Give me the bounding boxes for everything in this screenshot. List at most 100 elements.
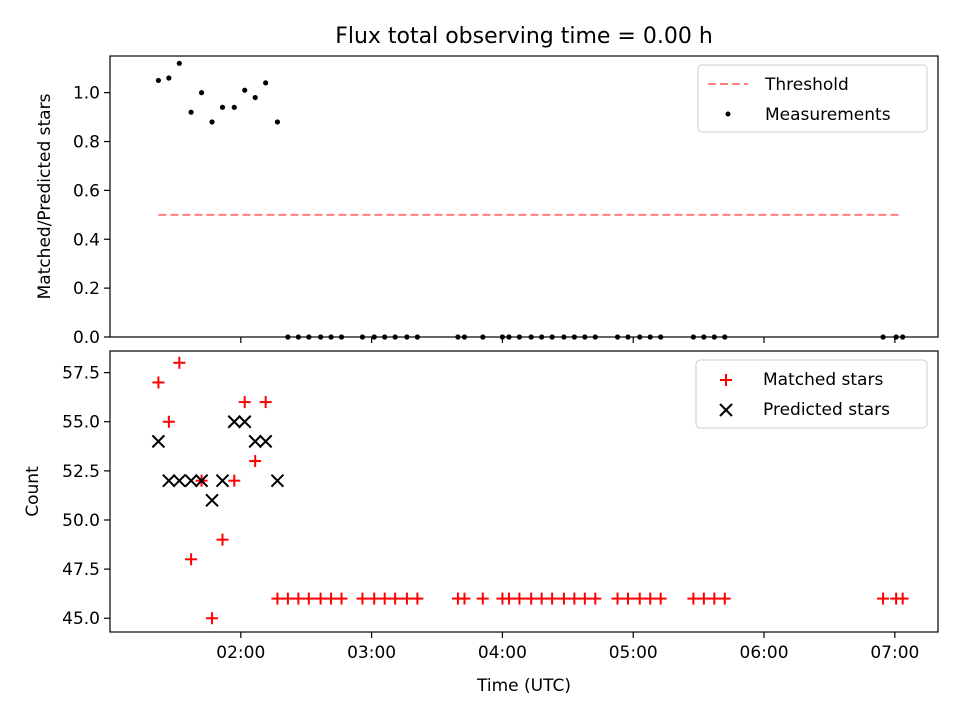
matched-star-point [389,592,402,605]
matched-legend-label: Matched stars [763,370,883,390]
count-y-tick-label: 57.5 [62,364,100,384]
ratio-y-axis: 0.0 0.2 0.4 0.6 0.8 1.0 [73,84,110,348]
ratio-legend-box [697,64,928,133]
count-y-tick-label: 55.0 [62,413,100,433]
predicted-legend-marker [719,403,733,417]
count-y-tick-label: 45.0 [62,609,100,629]
measurements-legend-label: Measurements [765,105,891,125]
matched-star-point [654,592,667,605]
ratio-y-tick-label: 0.2 [73,279,100,299]
matched-star-point [525,592,538,605]
matched-star-point [697,592,710,605]
count-x-axis: 02:00 03:00 04:00 05:00 06:00 07:00 [216,632,919,663]
matched-star-point [185,553,198,566]
matched-star-point [411,592,424,605]
threshold-legend-label: Threshold [764,75,849,95]
ratio-y-tick-label: 1.0 [73,84,100,104]
count-y-tick-label: 50.0 [62,511,100,531]
count-x-tick-label: 06:00 [740,643,789,663]
matched-star-point [877,592,890,605]
measurement-point [198,90,205,96]
count-x-tick-label: 03:00 [347,643,396,663]
measurement-point [209,119,215,125]
matched-star-point [633,592,646,605]
matched-star-point [228,474,241,487]
ratio-y-tick-label: 0.0 [73,328,100,348]
matched-star-point [292,592,305,605]
count-y-axis-label: Count [23,466,43,517]
measurements-legend-marker [725,111,731,117]
matched-star-point [476,592,489,605]
predicted-star-point [162,473,176,488]
matched-star-point [325,592,338,605]
ratio-legend: Threshold Measurements [697,64,928,133]
predicted-star-point [194,473,209,488]
ratio-y-tick-label: 0.4 [73,230,100,250]
predicted-stars-series [151,415,285,508]
matched-star-point [568,592,581,605]
matched-star-point [206,612,219,625]
count-legend-box [695,359,928,429]
count-y-tick-label: 52.5 [62,462,100,482]
predicted-star-point [270,473,285,488]
matched-star-point [546,592,559,605]
matched-star-point [281,592,294,605]
matched-star-point [400,592,413,605]
ratio-y-tick-label: 0.6 [73,181,100,201]
matched-star-point [162,415,175,428]
matched-stars-series [152,356,909,625]
matched-star-point [249,455,262,468]
predicted-star-point [238,415,252,429]
matched-star-point [687,592,700,605]
predicted-star-point [151,434,166,449]
matched-star-point [238,396,251,409]
predicted-star-point [215,473,230,488]
ratio-plot-frame [109,55,939,338]
predicted-star-point [172,473,187,488]
predicted-star-point [248,434,262,449]
matched-star-point [621,592,634,605]
matched-star-point [378,592,391,605]
predicted-star-point [258,434,273,449]
matched-star-point [314,592,327,605]
measurement-point [188,109,194,115]
matched-star-point [302,592,315,605]
matched-star-point [708,592,721,605]
matched-star-point [502,592,515,605]
matched-star-point [335,592,348,605]
matched-star-point [644,592,657,605]
matched-star-point [173,356,186,369]
matched-star-point [589,592,602,605]
count-legend: Matched stars Predicted stars [695,359,928,429]
count-x-tick-label: 04:00 [478,643,527,663]
matched-star-point [458,592,471,605]
count-y-tick-label: 47.5 [62,560,100,580]
count-y-axis: 45.0 47.5 50.0 52.5 55.0 57.5 [62,364,110,629]
ratio-y-axis-label: Matched/Predicted stars [35,93,55,299]
measurement-point [263,80,269,86]
ratio-x-axis [240,337,896,343]
matched-star-point [152,376,165,389]
measurement-point [219,104,226,110]
matched-legend-marker [720,374,732,386]
measurement-point [252,94,258,101]
matched-star-point [557,592,570,605]
predicted-star-point [205,493,219,508]
matched-star-point [535,592,548,605]
matched-star-point [216,533,229,546]
matched-star-point [578,592,591,605]
count-plot-frame [109,350,939,633]
count-x-tick-label: 05:00 [609,643,658,663]
count-panel: 45.0 47.5 50.0 52.5 55.0 57.5 02:00 03:00 04:00… [23,350,939,696]
matched-star-point [259,396,272,409]
ratio-y-tick-label: 0.8 [73,133,100,153]
matched-star-point [896,592,909,605]
predicted-star-point [184,473,198,488]
matched-star-point [513,592,526,605]
x-axis-label: Time (UTC) [476,676,571,696]
matched-star-point [356,592,369,605]
matched-star-point [271,592,284,605]
measurement-point [155,77,161,84]
measurement-point [242,87,248,93]
